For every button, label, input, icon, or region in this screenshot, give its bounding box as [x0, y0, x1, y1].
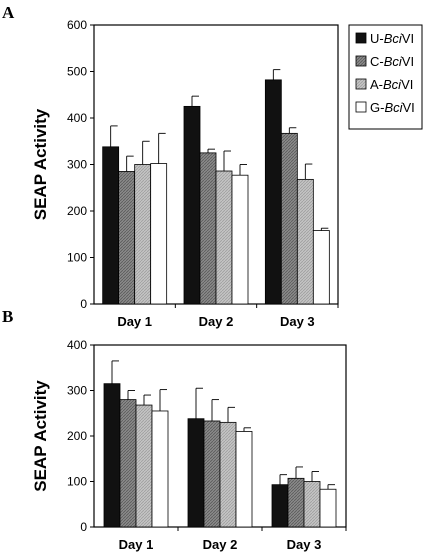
chart-a: 0 100 200 300 400 500 600 SEAP Activity Day 1 Day…: [31, 18, 339, 329]
b-bar-U-BciVI: [187, 418, 205, 528]
a-bar-U-BciVI: [102, 146, 120, 305]
a-ytick-label: 300: [67, 158, 87, 172]
legend-swatch-U-BciVI: [355, 32, 367, 44]
legend-suffix: VI: [403, 100, 415, 115]
legend-prefix: A-: [370, 77, 383, 92]
a-ytick-label: 100: [67, 251, 87, 265]
b-ytick-label: 400: [67, 338, 87, 352]
b-category-label: Day 1: [119, 537, 154, 552]
legend-suffix: VI: [401, 77, 413, 92]
b-bar-C-BciVI: [287, 477, 305, 528]
a-bar-U-BciVI: [264, 79, 282, 305]
b-bar-G-BciVI: [319, 488, 337, 528]
a-bar-C-BciVI: [199, 152, 217, 305]
a-category-label: Day 2: [199, 314, 234, 329]
b-bar-A-BciVI: [219, 421, 237, 528]
b-y-axis-label: SEAP Activity: [31, 380, 50, 492]
panel-a-label: A: [2, 3, 15, 22]
a-bar-C-BciVI: [118, 171, 136, 305]
b-bar-G-BciVI: [151, 410, 169, 528]
chart-b: 0 100 200 300 400 SEAP Activity Day 1 Day 2 Day …: [31, 338, 347, 552]
b-bar-G-BciVI: [235, 431, 253, 528]
legend-italic: Bci: [384, 31, 403, 46]
a-bar-A-BciVI: [215, 170, 233, 305]
a-ytick-label: 400: [67, 111, 87, 125]
legend-swatch-A-BciVI: [355, 78, 367, 90]
b-bar-U-BciVI: [103, 383, 121, 528]
legend-suffix: VI: [402, 54, 414, 69]
b-category-label: Day 3: [287, 537, 322, 552]
b-bar-C-BciVI: [119, 399, 137, 528]
a-ytick-label: 500: [67, 65, 87, 79]
legend-prefix: U-: [370, 31, 384, 46]
b-bar-U-BciVI: [271, 484, 289, 528]
legend-italic: Bci: [383, 77, 402, 92]
b-bar-A-BciVI: [303, 481, 321, 528]
a-y-axis-label: SEAP Activity: [31, 108, 50, 220]
legend-label-G-BciVI: G-BciVI: [370, 100, 415, 115]
a-category-label: Day 1: [117, 314, 152, 329]
b-ytick-label: 300: [67, 384, 87, 398]
legend-prefix: C-: [370, 54, 384, 69]
a-bar-A-BciVI: [134, 164, 152, 305]
legend-label-C-BciVI: C-BciVI: [370, 54, 414, 69]
a-bar-G-BciVI: [150, 163, 168, 305]
a-ytick-label: 200: [67, 204, 87, 218]
b-ytick-label: 100: [67, 475, 87, 489]
legend-italic: Bci: [384, 100, 403, 115]
b-bar-C-BciVI: [203, 420, 221, 528]
a-ytick-label: 600: [67, 18, 87, 32]
a-category-label: Day 3: [280, 314, 315, 329]
legend-swatch-G-BciVI: [355, 101, 367, 113]
legend-swatch-C-BciVI: [355, 55, 367, 67]
b-ytick-label: 200: [67, 429, 87, 443]
legend-italic: Bci: [384, 54, 403, 69]
a-bar-A-BciVI: [296, 178, 314, 305]
panel-b-label: B: [2, 307, 13, 326]
b-category-label: Day 2: [203, 537, 238, 552]
a-bar-G-BciVI: [312, 230, 330, 305]
legend-suffix: VI: [402, 31, 414, 46]
a-bar-U-BciVI: [183, 105, 201, 305]
a-bar-G-BciVI: [231, 174, 249, 305]
a-bar-C-BciVI: [280, 132, 298, 305]
legend-label-U-BciVI: U-BciVI: [370, 31, 414, 46]
legend-label-A-BciVI: A-BciVI: [370, 77, 413, 92]
legend-prefix: G-: [370, 100, 384, 115]
b-bar-A-BciVI: [135, 404, 153, 528]
b-ytick-label: 0: [80, 520, 87, 534]
a-ytick-label: 0: [80, 297, 87, 311]
